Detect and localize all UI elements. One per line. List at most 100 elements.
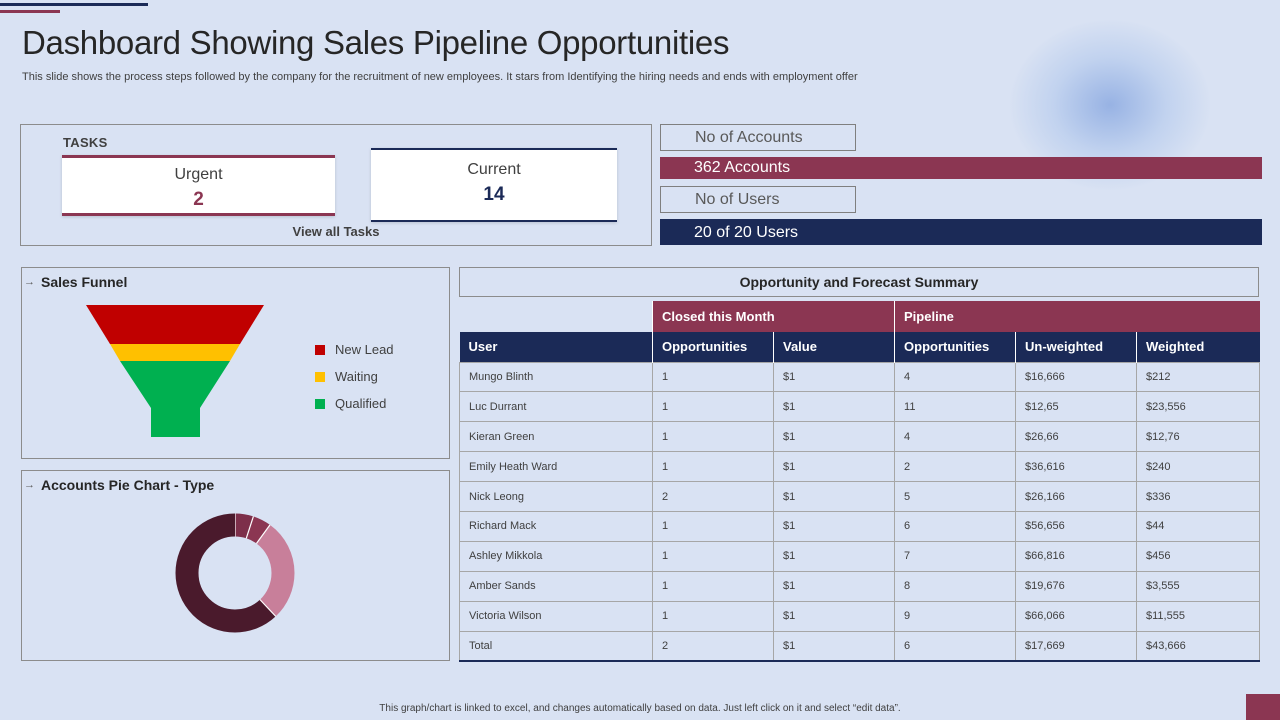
table-cell: $36,616 <box>1015 451 1138 483</box>
table-row[interactable]: Mungo Blinth 1 $1 4 $16,666 $212 <box>459 361 1261 393</box>
current-label: Current <box>467 161 521 178</box>
legend-swatch <box>315 398 325 409</box>
table-cell: $11,555 <box>1136 600 1261 632</box>
table-cell: $12,76 <box>1136 421 1261 453</box>
urgent-count: 2 <box>193 189 204 210</box>
table-cell: 2 <box>894 451 1017 483</box>
accounts-pie-header: → Accounts Pie Chart - Type <box>24 477 214 493</box>
table-row[interactable]: Nick Leong 2 $1 5 $26,166 $336 <box>459 481 1261 512</box>
table-cell: 1 <box>652 361 774 393</box>
table-cell: $1 <box>772 481 896 512</box>
group-closed-this-month: Closed this Month <box>651 301 895 332</box>
table-cell: $1 <box>772 451 896 483</box>
table-cell: 1 <box>652 391 774 423</box>
table-cell: 8 <box>894 570 1017 602</box>
table-row[interactable]: Total 2 $1 6 $17,669 $43,666 <box>459 630 1261 662</box>
funnel-stage-waiting <box>110 344 240 361</box>
arrow-right-icon: → <box>24 276 35 288</box>
sales-funnel-title: Sales Funnel <box>41 274 128 290</box>
page-subtitle: This slide shows the process steps follo… <box>22 71 858 83</box>
table-cell: $23,556 <box>1136 391 1261 423</box>
table-cell: 1 <box>652 570 774 602</box>
legend-label: New Lead <box>335 342 394 357</box>
funnel-stage-new-lead <box>86 305 264 344</box>
legend-item: Waiting <box>315 363 394 390</box>
accounts-label-box: No of Accounts <box>660 124 856 151</box>
accounts-donut-chart <box>175 513 295 633</box>
funnel-legend: New Lead Waiting Qualified <box>315 336 394 417</box>
table-cell: $44 <box>1136 510 1261 542</box>
table-cell: Richard Mack <box>459 510 653 542</box>
table-row[interactable]: Kieran Green 1 $1 4 $26,66 $12,76 <box>459 421 1261 453</box>
table-cell: $212 <box>1136 361 1261 393</box>
table-cell: $19,676 <box>1015 570 1138 602</box>
tasks-label: TASKS <box>63 135 108 150</box>
corner-accent <box>1246 694 1280 720</box>
table-cell: $66,816 <box>1015 540 1138 572</box>
urgent-task-card[interactable]: Urgent 2 <box>62 155 335 216</box>
table-cell: $1 <box>772 630 896 662</box>
legend-item: New Lead <box>315 336 394 363</box>
table-cell: 9 <box>894 600 1017 632</box>
users-label-box: No of Users <box>660 186 856 213</box>
current-task-card[interactable]: Current 14 <box>371 148 617 222</box>
top-accent-red <box>0 10 60 13</box>
table-cell: $336 <box>1136 481 1261 512</box>
table-cell: $1 <box>772 600 896 632</box>
table-cell: $43,666 <box>1136 630 1261 662</box>
table-cell: Kieran Green <box>459 421 653 453</box>
legend-swatch <box>315 371 325 382</box>
table-cell: Ashley Mikkola <box>459 540 653 572</box>
table-cell: $26,166 <box>1015 481 1138 512</box>
tasks-panel: TASKS Urgent 2 Current 14 View all Tasks <box>20 124 652 246</box>
column-header[interactable]: Weighted <box>1136 332 1260 362</box>
table-cell: 1 <box>652 600 774 632</box>
table-cell: 2 <box>652 481 774 512</box>
table-cell: $1 <box>772 391 896 423</box>
table-cell: $1 <box>772 570 896 602</box>
donut-slice-separator <box>245 516 254 539</box>
table-cell: $456 <box>1136 540 1261 572</box>
column-header[interactable]: Un-weighted <box>1015 332 1137 362</box>
urgent-label: Urgent <box>174 166 223 183</box>
legend-item: Qualified <box>315 390 394 417</box>
funnel-stage-qualified <box>120 361 230 437</box>
sales-funnel-chart <box>86 305 264 437</box>
table-cell: 6 <box>894 510 1017 542</box>
current-count: 14 <box>483 184 505 205</box>
table-row[interactable]: Amber Sands 1 $1 8 $19,676 $3,555 <box>459 570 1261 602</box>
top-accent-navy <box>0 3 148 6</box>
table-row[interactable]: Ashley Mikkola 1 $1 7 $66,816 $456 <box>459 540 1261 572</box>
arrow-right-icon: → <box>24 479 35 491</box>
view-all-tasks-link[interactable]: View all Tasks <box>292 224 380 239</box>
table-row[interactable]: Victoria Wilson 1 $1 9 $66,066 $11,555 <box>459 600 1261 632</box>
table-cell: 2 <box>652 630 774 662</box>
table-cell: 1 <box>652 510 774 542</box>
legend-label: Qualified <box>335 396 387 411</box>
table-cell: $1 <box>772 540 896 572</box>
column-header[interactable]: Value <box>772 332 895 362</box>
column-header[interactable]: Opportunities <box>652 332 774 362</box>
column-header[interactable]: Opportunities <box>894 332 1016 362</box>
table-row[interactable]: Emily Heath Ward 1 $1 2 $36,616 $240 <box>459 451 1261 483</box>
table-cell: Luc Durrant <box>459 391 653 423</box>
forecast-table: Closed this Month Pipeline User Opportuni… <box>459 301 1261 662</box>
table-cell: $17,669 <box>1015 630 1138 662</box>
table-cell: Emily Heath Ward <box>459 451 653 483</box>
table-row[interactable]: Richard Mack 1 $1 6 $56,656 $44 <box>459 510 1261 542</box>
donut-slice-separator <box>259 599 277 617</box>
column-header[interactable]: User <box>459 332 653 362</box>
table-cell: 4 <box>894 361 1017 393</box>
table-cell: $1 <box>772 510 896 542</box>
table-cell: $56,656 <box>1015 510 1138 542</box>
table-cell: $1 <box>772 421 896 453</box>
table-cell: Mungo Blinth <box>459 361 653 393</box>
table-cell: 4 <box>894 421 1017 453</box>
table-cell: $3,555 <box>1136 570 1261 602</box>
table-cell: Nick Leong <box>459 481 653 512</box>
table-cell: Total <box>459 630 653 662</box>
group-pipeline: Pipeline <box>894 301 1260 332</box>
table-row[interactable]: Luc Durrant 1 $1 11 $12,65 $23,556 <box>459 391 1261 423</box>
donut-slice-separator <box>255 524 271 544</box>
table-cell: Victoria Wilson <box>459 600 653 632</box>
